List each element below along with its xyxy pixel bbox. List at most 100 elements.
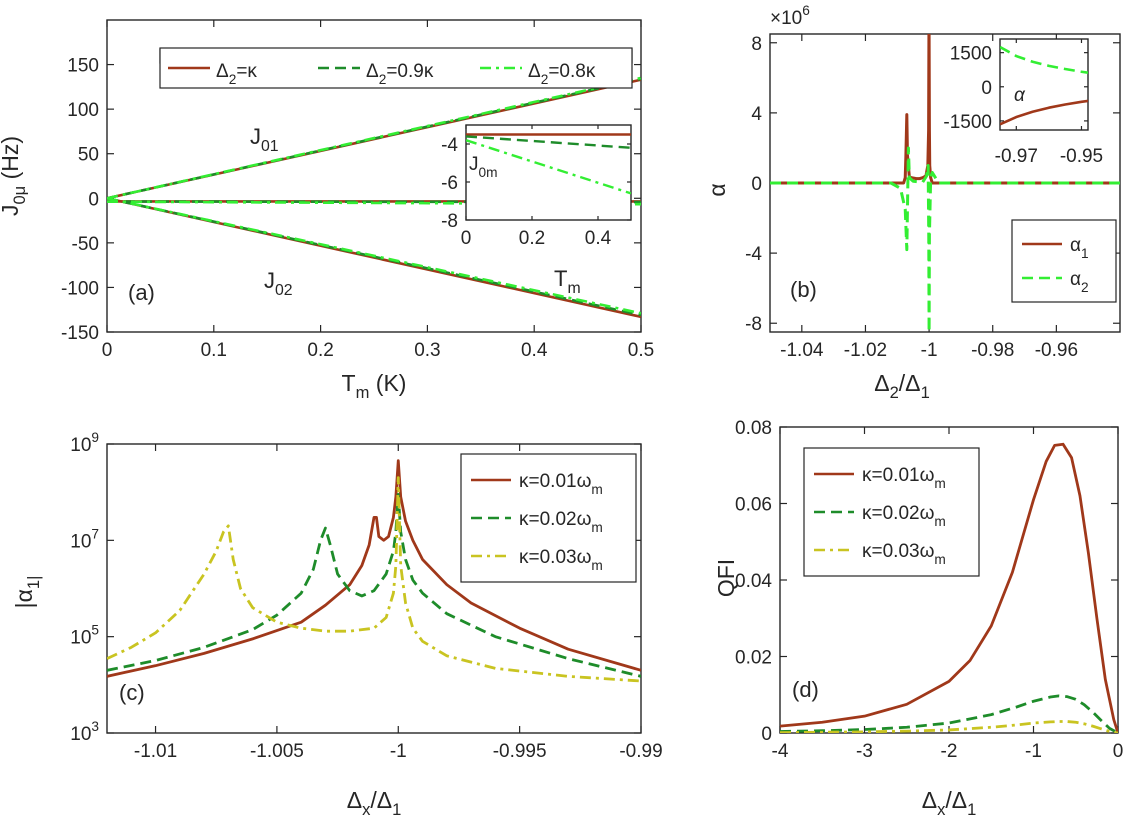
x-tick-label: 0 (102, 340, 113, 361)
text-span: κ=0.01ω (862, 465, 935, 486)
x-tick-label: 0 (1113, 741, 1124, 762)
text-span: m (567, 280, 580, 297)
text-span: 0μ (10, 186, 29, 205)
series-line (780, 694, 1118, 733)
series-line (107, 476, 641, 683)
x-tick-label: -0.99 (619, 741, 662, 762)
y-tick-label: -6 (441, 173, 458, 194)
text-span: m (356, 383, 370, 402)
y-tick-label: -50 (72, 234, 99, 255)
text-span: α (1070, 235, 1081, 256)
panel-label: (d) (792, 677, 819, 702)
y-tick-label: 0.04 (735, 571, 772, 592)
legend-box (159, 47, 633, 89)
y-axis-label: α (704, 183, 730, 196)
text-span: 1| (24, 576, 43, 590)
panel-a: 0 0.1 0.2 0.3 0.4 0.5 -150 -100 -50 0 50 100 150 J0μ … (0, 19, 654, 402)
y-axis-label: QFI (713, 559, 739, 597)
text-span: Δ (922, 787, 937, 813)
text-span: 1 (392, 800, 401, 819)
text-span: J (0, 205, 23, 217)
legend-label: Δ2=0.9κ (366, 61, 434, 87)
text-span: J (250, 124, 261, 149)
text-span: =0.9κ (386, 61, 434, 82)
legend-label: κ=0.02ωm (519, 509, 603, 535)
panel-label: (b) (790, 277, 817, 302)
y-tick-label: 1500 (950, 44, 992, 65)
x-axis-label: Δx/Δ1 (347, 787, 402, 819)
text-span: Δ (366, 61, 379, 82)
axes-frame (465, 124, 632, 221)
text-span: 02 (275, 282, 293, 299)
text-span: 7 (91, 526, 99, 541)
inset-series-line (1000, 45, 1088, 74)
x-axis-label: Tm (K) (342, 370, 407, 402)
text-span: 5 (91, 623, 99, 638)
x-tick-label: 0 (461, 228, 472, 249)
legend-label: κ=0.03ωm (519, 547, 603, 573)
y-axis-label: |α1| (11, 576, 43, 609)
panel-d: -4 -3 -2 -1 0 0 0.02 0.04 0.06 0.08 QFI Δx/Δ1 (d) κ=0… (713, 418, 1123, 819)
text-span: T (342, 370, 356, 396)
text-span: (Hz) (0, 136, 23, 186)
legend-label: κ=0.03ωm (862, 541, 946, 567)
panel-label: (a) (128, 280, 155, 305)
text-span: m (591, 520, 602, 535)
y-tick-label: 0.06 (735, 495, 772, 516)
text-span: /Δ (899, 370, 921, 396)
x-tick-label: 0.1 (201, 340, 227, 361)
y-tick-label: -1500 (943, 112, 992, 133)
inset-series-line (466, 139, 631, 195)
text-span: m (591, 558, 602, 573)
text-span: 10 (70, 628, 91, 649)
x-tick-label: 0.4 (521, 340, 548, 361)
text-span: α (1070, 269, 1081, 290)
text-span: 2 (1081, 280, 1089, 295)
y-axis-label: J0μ (Hz) (0, 136, 29, 216)
legend-label: α2 (1070, 269, 1089, 295)
legend-label: Δ2=0.8κ (528, 61, 596, 87)
text-span: x (937, 800, 946, 819)
y-tick-label: -8 (441, 211, 458, 232)
text-span: 3 (91, 719, 99, 734)
text-span: κ=0.01ω (519, 471, 592, 492)
text-span: J (264, 268, 275, 293)
y-tick-label: 0.02 (735, 648, 772, 669)
panel-b: -1.04 -1.02 -1 -0.98 -0.96-8-4048αΔ2/Δ1×106(… (704, 3, 1121, 402)
y-tick-label: 0 (88, 189, 99, 210)
text-span: m (934, 552, 945, 567)
text-span: 6 (802, 3, 810, 18)
text-span: κ=0.02ω (519, 509, 592, 530)
x-tick-label: -0.95 (1060, 146, 1103, 167)
text-span: Δ (528, 61, 541, 82)
legend: Δ2=κ Δ2=0.9κ Δ2=0.8κ (159, 47, 633, 89)
exponent-label: ×106 (770, 3, 810, 29)
text-span: 2 (541, 72, 549, 87)
text-span: 1 (1081, 246, 1089, 261)
x-tick-label: -2 (941, 741, 958, 762)
y-tick-label: -4 (441, 135, 458, 156)
y-tick-label: 105 (70, 623, 99, 649)
text-span: α (704, 183, 730, 196)
text-span: x (362, 800, 371, 819)
inset-bg (466, 125, 631, 220)
x-tick-label: -1.005 (250, 741, 304, 762)
text-span: 2 (229, 72, 237, 87)
text-span: 2 (890, 383, 899, 402)
text-span: (K) (369, 370, 406, 396)
y-tick-label: -8 (745, 314, 762, 335)
y-tick-label: 4 (751, 104, 762, 125)
axes-frame (106, 443, 642, 734)
series-line (107, 492, 641, 678)
x-tick-label: -4 (772, 741, 789, 762)
inset-y-label: J0m (469, 154, 498, 180)
legend-label: κ=0.01ωm (862, 465, 946, 491)
y-tick-label: 0 (761, 724, 772, 745)
text-span: /Δ (370, 787, 392, 813)
x-axis-label: Δx/Δ1 (922, 787, 977, 819)
inset-series-line (466, 135, 631, 149)
